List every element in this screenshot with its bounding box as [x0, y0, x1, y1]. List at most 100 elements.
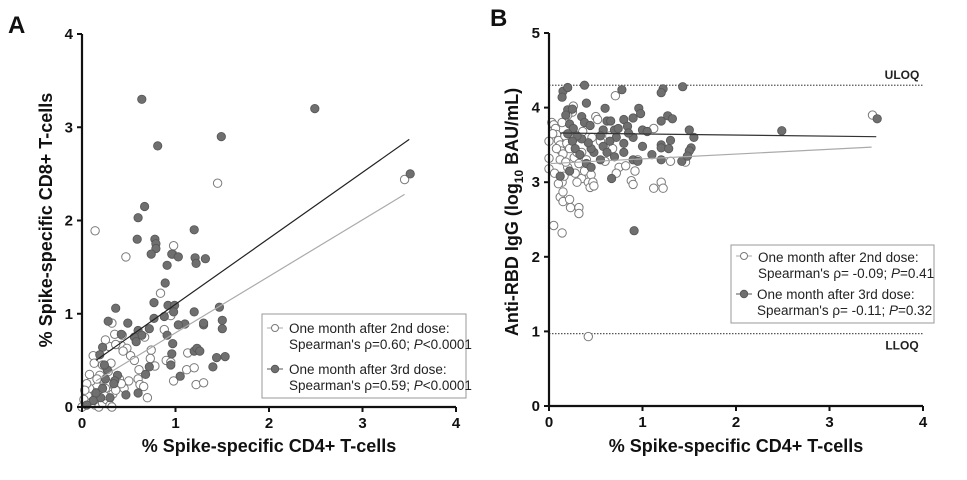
data-point-2nd-dose [589, 181, 599, 191]
data-point-2nd-dose [142, 393, 153, 403]
panel-a-legend: One month after 2nd dose: Spearman's ρ=0… [261, 313, 472, 399]
legend-marker-3rd-dose [270, 364, 280, 374]
panel-b: B ULOQ LLOQ 0 1 2 3 4 0 1 2 3 4 5 % Spike-specific … [490, 5, 935, 456]
y-tick-label: 1 [65, 306, 73, 323]
data-point-3rd-dose [191, 258, 201, 268]
data-point-3rd-dose [579, 80, 590, 90]
data-point-2nd-dose [168, 241, 179, 251]
data-point-3rd-dose [405, 169, 415, 179]
data-point-3rd-dose [100, 374, 111, 384]
data-point-2nd-dose [628, 179, 638, 190]
data-point-3rd-dose [149, 297, 159, 308]
data-point-2nd-dose [90, 226, 100, 236]
legend-marker-2nd-dose [740, 252, 748, 260]
data-point-3rd-dose [567, 104, 578, 114]
data-point-3rd-dose [678, 82, 688, 92]
data-point-2nd-dose [145, 353, 156, 364]
fit-line-3rd-dose [560, 132, 877, 138]
data-point-3rd-dose [195, 346, 205, 356]
data-point-3rd-dose [131, 337, 141, 347]
legend-stat-p: P [414, 337, 423, 352]
data-point-3rd-dose [160, 278, 170, 288]
data-point-3rd-dose [140, 201, 150, 212]
data-point-3rd-dose [217, 324, 227, 334]
data-point-3rd-dose [628, 113, 638, 123]
data-point-3rd-dose [153, 141, 163, 151]
panel-b-points [544, 80, 882, 342]
data-point-2nd-dose [658, 183, 668, 193]
data-point-2nd-dose [198, 378, 209, 388]
data-point-3rd-dose [570, 144, 580, 154]
data-point-2nd-dose [399, 174, 410, 185]
x-tick-label: 1 [638, 414, 646, 431]
data-point-3rd-dose [617, 85, 627, 95]
data-point-3rd-dose [166, 360, 176, 370]
legend-marker-3rd-dose [739, 289, 749, 299]
data-point-2nd-dose [665, 156, 676, 167]
data-point-3rd-dose [208, 362, 218, 372]
data-point-2nd-dose [610, 91, 621, 101]
data-point-3rd-dose [141, 369, 151, 379]
data-point-2nd-dose [574, 208, 584, 219]
y-tick-label: 1 [532, 323, 540, 340]
legend-stat-p: P [891, 266, 900, 281]
data-point-3rd-dose [605, 136, 615, 146]
y-tick-label: 4 [532, 100, 541, 117]
data-point-3rd-dose [609, 152, 620, 162]
x-tick-label: 2 [265, 415, 273, 432]
data-point-2nd-dose [134, 365, 144, 375]
legend-stat-text: Spearman's ρ= -0.11; [757, 303, 889, 318]
data-point-3rd-dose [581, 98, 592, 108]
panel-b-fit-lines [550, 132, 877, 165]
x-tick-label: 3 [358, 415, 366, 432]
legend-stat-text: Spearman's ρ=0.60; [289, 337, 414, 352]
data-point-2nd-dose [121, 252, 131, 262]
legend-stat-pval: =0.41 [900, 266, 934, 281]
legend-stat-p: P [414, 378, 423, 393]
data-point-2nd-dose [191, 379, 201, 390]
reference-label-lloq: LLOQ [885, 339, 918, 353]
data-point-3rd-dose [619, 147, 629, 157]
data-point-3rd-dose [656, 116, 666, 126]
data-point-3rd-dose [563, 82, 573, 93]
y-tick-label: 3 [532, 174, 540, 191]
data-point-3rd-dose [123, 318, 133, 328]
data-point-3rd-dose [103, 316, 113, 326]
legend-label-2nd-dose: One month after 2nd dose: [289, 321, 450, 336]
data-point-3rd-dose [557, 92, 567, 102]
data-point-3rd-dose [656, 155, 666, 165]
legend-stat-pval: =0.32 [898, 303, 932, 318]
data-point-3rd-dose [600, 103, 610, 113]
legend-stat-2nd-dose: Spearman's ρ=0.60; P<0.0001 [289, 337, 472, 352]
data-point-3rd-dose [137, 94, 147, 104]
data-point-3rd-dose [629, 226, 639, 236]
panel-b-axes: 0 1 2 3 4 0 1 2 3 4 5 [532, 25, 928, 431]
data-point-3rd-dose [116, 329, 126, 339]
data-point-3rd-dose [602, 147, 612, 157]
data-point-3rd-dose [144, 324, 154, 334]
data-point-3rd-dose [684, 125, 694, 135]
legend-label-3rd-dose: One month after 3rd dose: [757, 287, 915, 302]
panel-a-legend-box [261, 313, 467, 399]
data-point-3rd-dose [561, 110, 571, 120]
data-point-3rd-dose [586, 162, 596, 172]
data-point-3rd-dose [133, 213, 143, 223]
data-point-2nd-dose [630, 166, 640, 176]
data-point-2nd-dose [551, 143, 562, 154]
data-point-3rd-dose [606, 173, 617, 184]
panel-a-x-axis-title: % Spike-specific CD4+ T-cells [142, 436, 397, 456]
legend-stat-p: P [889, 303, 898, 318]
data-point-2nd-dose [189, 363, 199, 373]
fit-line-2nd-dose [95, 193, 405, 382]
panel-a-points [77, 94, 415, 412]
data-point-3rd-dose [647, 150, 657, 160]
y-title-main: Anti-RBD IgG (log [502, 183, 522, 336]
reference-label-uloq: ULOQ [885, 68, 920, 82]
data-point-2nd-dose [168, 376, 179, 386]
data-point-3rd-dose [555, 171, 565, 181]
panel-b-legend-box [730, 244, 935, 324]
data-point-2nd-dose [111, 339, 121, 350]
data-point-3rd-dose [563, 129, 573, 139]
data-point-2nd-dose [553, 179, 564, 189]
panel-a: A 0 1 2 3 4 0 1 2 3 4 % Spike-specific CD4+ T-cel… [8, 12, 472, 456]
